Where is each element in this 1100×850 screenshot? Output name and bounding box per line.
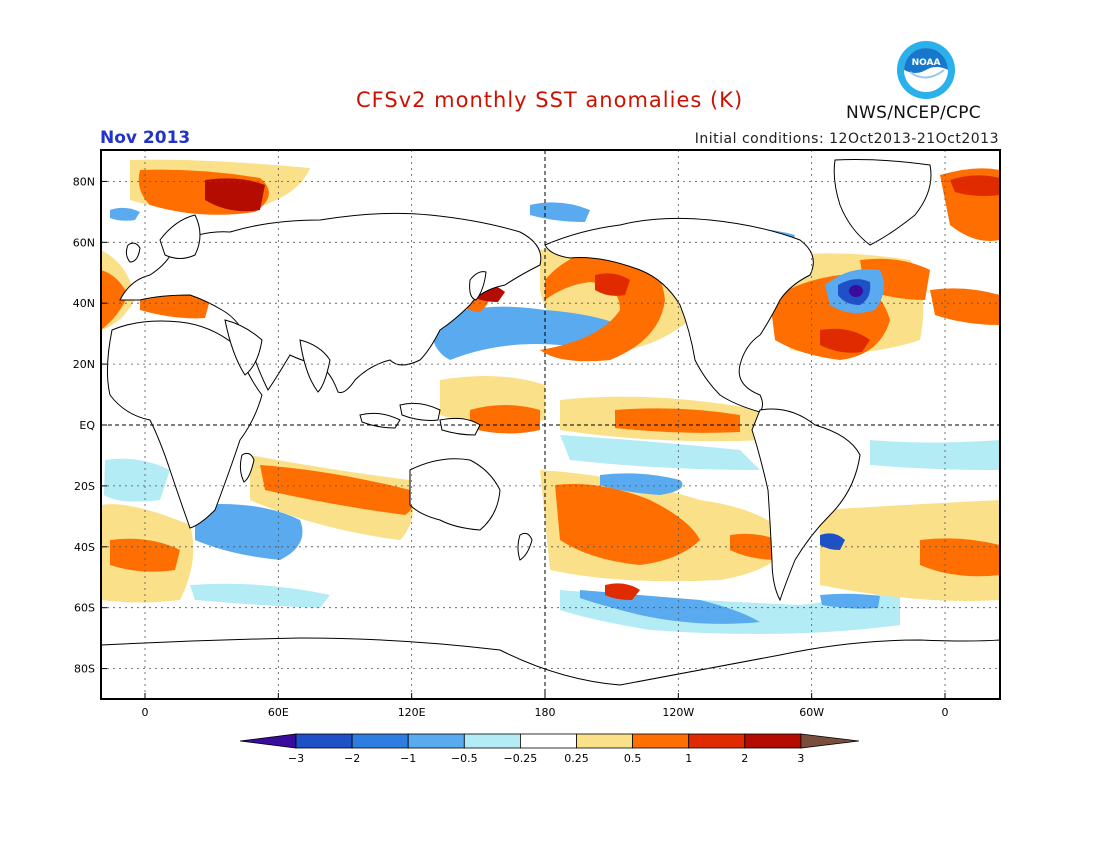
africa (106, 320, 263, 529)
longitude-label: 120E (398, 706, 426, 719)
latitude-label: 60S (74, 602, 95, 615)
south-america (751, 408, 861, 602)
region-northwest-pacific-cool (430, 306, 640, 360)
latitude-label: EQ (79, 419, 95, 432)
colorbar-tick-label: 1 (685, 752, 692, 765)
region-southern-indian-cool (195, 504, 303, 560)
forecast-month: Nov 2013 (100, 128, 191, 148)
latitude-label: 40N (73, 297, 95, 310)
region-sw-indian-cool (104, 458, 170, 502)
colorbar-tick-label: −2 (344, 752, 360, 765)
latitude-label: 60N (73, 236, 95, 249)
longitude-labels: 0 60E 120E 180 120W 60W 0 (142, 706, 949, 719)
colorbar-tick-label: −0.25 (504, 752, 538, 765)
longitude-label: 0 (942, 706, 949, 719)
region-greenland-sea-warm (205, 178, 265, 212)
colorbar-bin (407, 733, 465, 749)
latitude-label: 80N (73, 175, 95, 188)
axis-ticks (101, 180, 946, 699)
graticule (101, 150, 1000, 699)
logo-text: NOAA (912, 58, 941, 68)
australia (409, 458, 501, 531)
colorbar-arrow-low (239, 733, 297, 749)
latitude-label: 80S (74, 663, 95, 676)
longitude-label: 180 (535, 706, 556, 719)
colorbar-bin (576, 733, 633, 749)
colorbar-bin (688, 733, 746, 749)
colorbar-bin (744, 733, 802, 749)
colorbar-bin (463, 733, 521, 749)
greenland (833, 159, 932, 246)
colorbar-tick-label: −1 (400, 752, 416, 765)
colorbar-bin (295, 733, 353, 749)
latitude-labels: 80N 60N 40N 20N EQ 20S 40S 60S 80S (73, 175, 96, 675)
latitude-label: 20S (74, 480, 95, 493)
colorbar-tick-label: −0.5 (451, 752, 478, 765)
colorbar-tick-label: 0.25 (564, 752, 589, 765)
region-southeast-pacific-warm (555, 484, 700, 565)
colorbar-bin (632, 733, 690, 749)
anomaly-fields (101, 159, 1000, 634)
organization-label: NWS/NCEP/CPC (846, 103, 981, 123)
colorbar-bin (351, 733, 409, 749)
north-america (544, 217, 814, 413)
latitude-label: 20N (73, 358, 95, 371)
colorbar-tick-label: 0.5 (624, 752, 642, 765)
region-equatorial-pacific-warm (470, 405, 540, 434)
noaa-logo-icon: NOAA (897, 41, 955, 99)
colorbar-tick-label: −3 (288, 752, 304, 765)
region-north-pacific-warm-arc (540, 245, 665, 362)
region-east-eq-pacific-cool (560, 435, 760, 470)
initial-conditions: Initial conditions: 12Oct2013-21Oct2013 (694, 131, 999, 147)
chart-title: CFSv2 monthly SST anomalies (K) (356, 88, 744, 112)
longitude-label: 120W (662, 706, 694, 719)
colorbar-arrow-high (800, 733, 859, 749)
antarctica (101, 637, 1000, 699)
region-north-pacific-warm-core (595, 273, 630, 296)
region-south-atlantic-cool (870, 440, 1000, 470)
longitude-label: 60E (268, 706, 289, 719)
longitude-label: 0 (142, 706, 149, 719)
longitude-label: 60W (799, 706, 824, 719)
colorbar-tick-label: 2 (741, 752, 748, 765)
colorbar-bin (520, 733, 577, 749)
region-southern-indian-warm-band (260, 465, 414, 515)
latitude-label: 40S (74, 541, 95, 554)
colorbar-tick-label: 3 (797, 752, 804, 765)
